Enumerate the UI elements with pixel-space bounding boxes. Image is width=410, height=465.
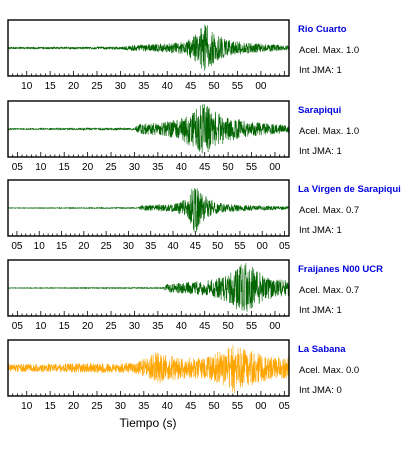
acel-max-text: Acel. Max. 0.7: [299, 285, 359, 296]
tick-label: 00: [257, 241, 269, 252]
tick-label: 30: [115, 401, 127, 412]
tick-label: 50: [223, 162, 235, 173]
tick-label: 05: [11, 241, 23, 252]
tick-label: 20: [82, 162, 94, 173]
tick-label: 30: [115, 81, 127, 92]
jma-intensity-text: Int JMA: 0: [299, 385, 342, 396]
tick-label: 10: [35, 321, 47, 332]
tick-label: 30: [129, 162, 141, 173]
panel-1: 10 15 20 25 30 35 40 45 50 55 00 Rio Cuarto Acel. Ma…: [7, 19, 359, 92]
tick-label: 15: [56, 241, 68, 252]
tick-label: 50: [209, 401, 221, 412]
tick-label: 20: [68, 81, 80, 92]
tick-label: 35: [145, 241, 157, 252]
tick-label: 45: [185, 81, 197, 92]
acel-max-text: Acel. Max. 0.7: [299, 205, 359, 216]
tick-label: 45: [199, 321, 211, 332]
tick-label: 50: [209, 81, 221, 92]
tick-label: 55: [232, 401, 244, 412]
tick-label: 50: [223, 321, 235, 332]
tick-label: 05: [279, 401, 291, 412]
tick-label: 25: [91, 401, 103, 412]
panel-3: 05 10 15 20 25 30 35 40 45 50 55 00 05 La Virgen de S…: [7, 179, 401, 252]
tick-label: 40: [162, 81, 174, 92]
tick-label: 20: [82, 321, 94, 332]
tick-label: 25: [105, 321, 117, 332]
tick-label: 00: [269, 162, 281, 173]
acel-max-text: Acel. Max. 0.0: [299, 365, 359, 376]
tick-label: 40: [176, 321, 188, 332]
tick-label: 35: [152, 162, 164, 173]
panels-group: 10 15 20 25 30 35 40 45 50 55 00 Rio Cuarto Acel. Ma…: [7, 19, 401, 412]
acel-max-text: Acel. Max. 1.0: [299, 45, 359, 56]
panel-5: 10 15 20 25 30 35 40 45 50 55 00 05 La Sabana Acel. M…: [7, 339, 359, 412]
tick-label: 15: [45, 401, 57, 412]
x-axis-label: Tiempo (s): [120, 416, 177, 430]
tick-label: 20: [78, 241, 90, 252]
tick-label: 10: [21, 401, 33, 412]
jma-intensity-text: Int JMA: 1: [299, 225, 342, 236]
waveform: [7, 103, 290, 154]
tick-label: 30: [129, 321, 141, 332]
tick-label: 55: [232, 81, 244, 92]
jma-intensity-text: Int JMA: 1: [299, 146, 342, 157]
station-name: Sarapiqui: [298, 105, 341, 116]
station-name: La Virgen de Sarapiqui: [298, 184, 401, 195]
tick-label: 55: [246, 321, 258, 332]
tick-label: 40: [167, 241, 179, 252]
tick-label: 40: [176, 162, 188, 173]
tick-label: 35: [138, 81, 150, 92]
tick-label: 25: [105, 162, 117, 173]
waveform: [7, 187, 290, 232]
tick-label: 00: [255, 81, 267, 92]
jma-intensity-text: Int JMA: 1: [299, 305, 342, 316]
tick-label: 35: [138, 401, 150, 412]
tick-label: 30: [123, 241, 135, 252]
tick-label: 25: [101, 241, 113, 252]
waveform: [7, 263, 290, 312]
station-name: Fraijanes N00 UCR: [298, 264, 383, 275]
tick-label: 40: [162, 401, 174, 412]
tick-label: 15: [45, 81, 57, 92]
tick-label: 05: [12, 321, 24, 332]
tick-label: 45: [185, 401, 197, 412]
tick-label: 15: [59, 162, 71, 173]
waveform: [7, 345, 290, 393]
tick-label: 10: [21, 81, 33, 92]
tick-label: 25: [91, 81, 103, 92]
tick-label: 00: [269, 321, 281, 332]
tick-label: 10: [35, 162, 47, 173]
panel-4: 05 10 15 20 25 30 35 40 45 50 55 00 Fraijanes N00 UC…: [7, 259, 383, 332]
station-name: La Sabana: [298, 344, 346, 355]
tick-label: 55: [234, 241, 246, 252]
tick-label: 50: [212, 241, 224, 252]
acel-max-text: Acel. Max. 1.0: [299, 126, 359, 137]
waveform: [7, 24, 290, 71]
tick-label: 05: [279, 241, 291, 252]
tick-label: 10: [34, 241, 46, 252]
panel-frame: [7, 179, 290, 237]
tick-label: 20: [68, 401, 80, 412]
tick-label: 00: [255, 401, 267, 412]
tick-label: 35: [152, 321, 164, 332]
panel-2: 05 10 15 20 25 30 35 40 45 50 55 00 Sarapiqui Acel. M…: [7, 100, 359, 173]
tick-label: 45: [199, 162, 211, 173]
tick-label: 05: [12, 162, 24, 173]
station-name: Rio Cuarto: [298, 24, 347, 35]
jma-intensity-text: Int JMA: 1: [299, 65, 342, 76]
tick-label: 45: [190, 241, 202, 252]
tick-label: 55: [246, 162, 258, 173]
tick-label: 15: [59, 321, 71, 332]
